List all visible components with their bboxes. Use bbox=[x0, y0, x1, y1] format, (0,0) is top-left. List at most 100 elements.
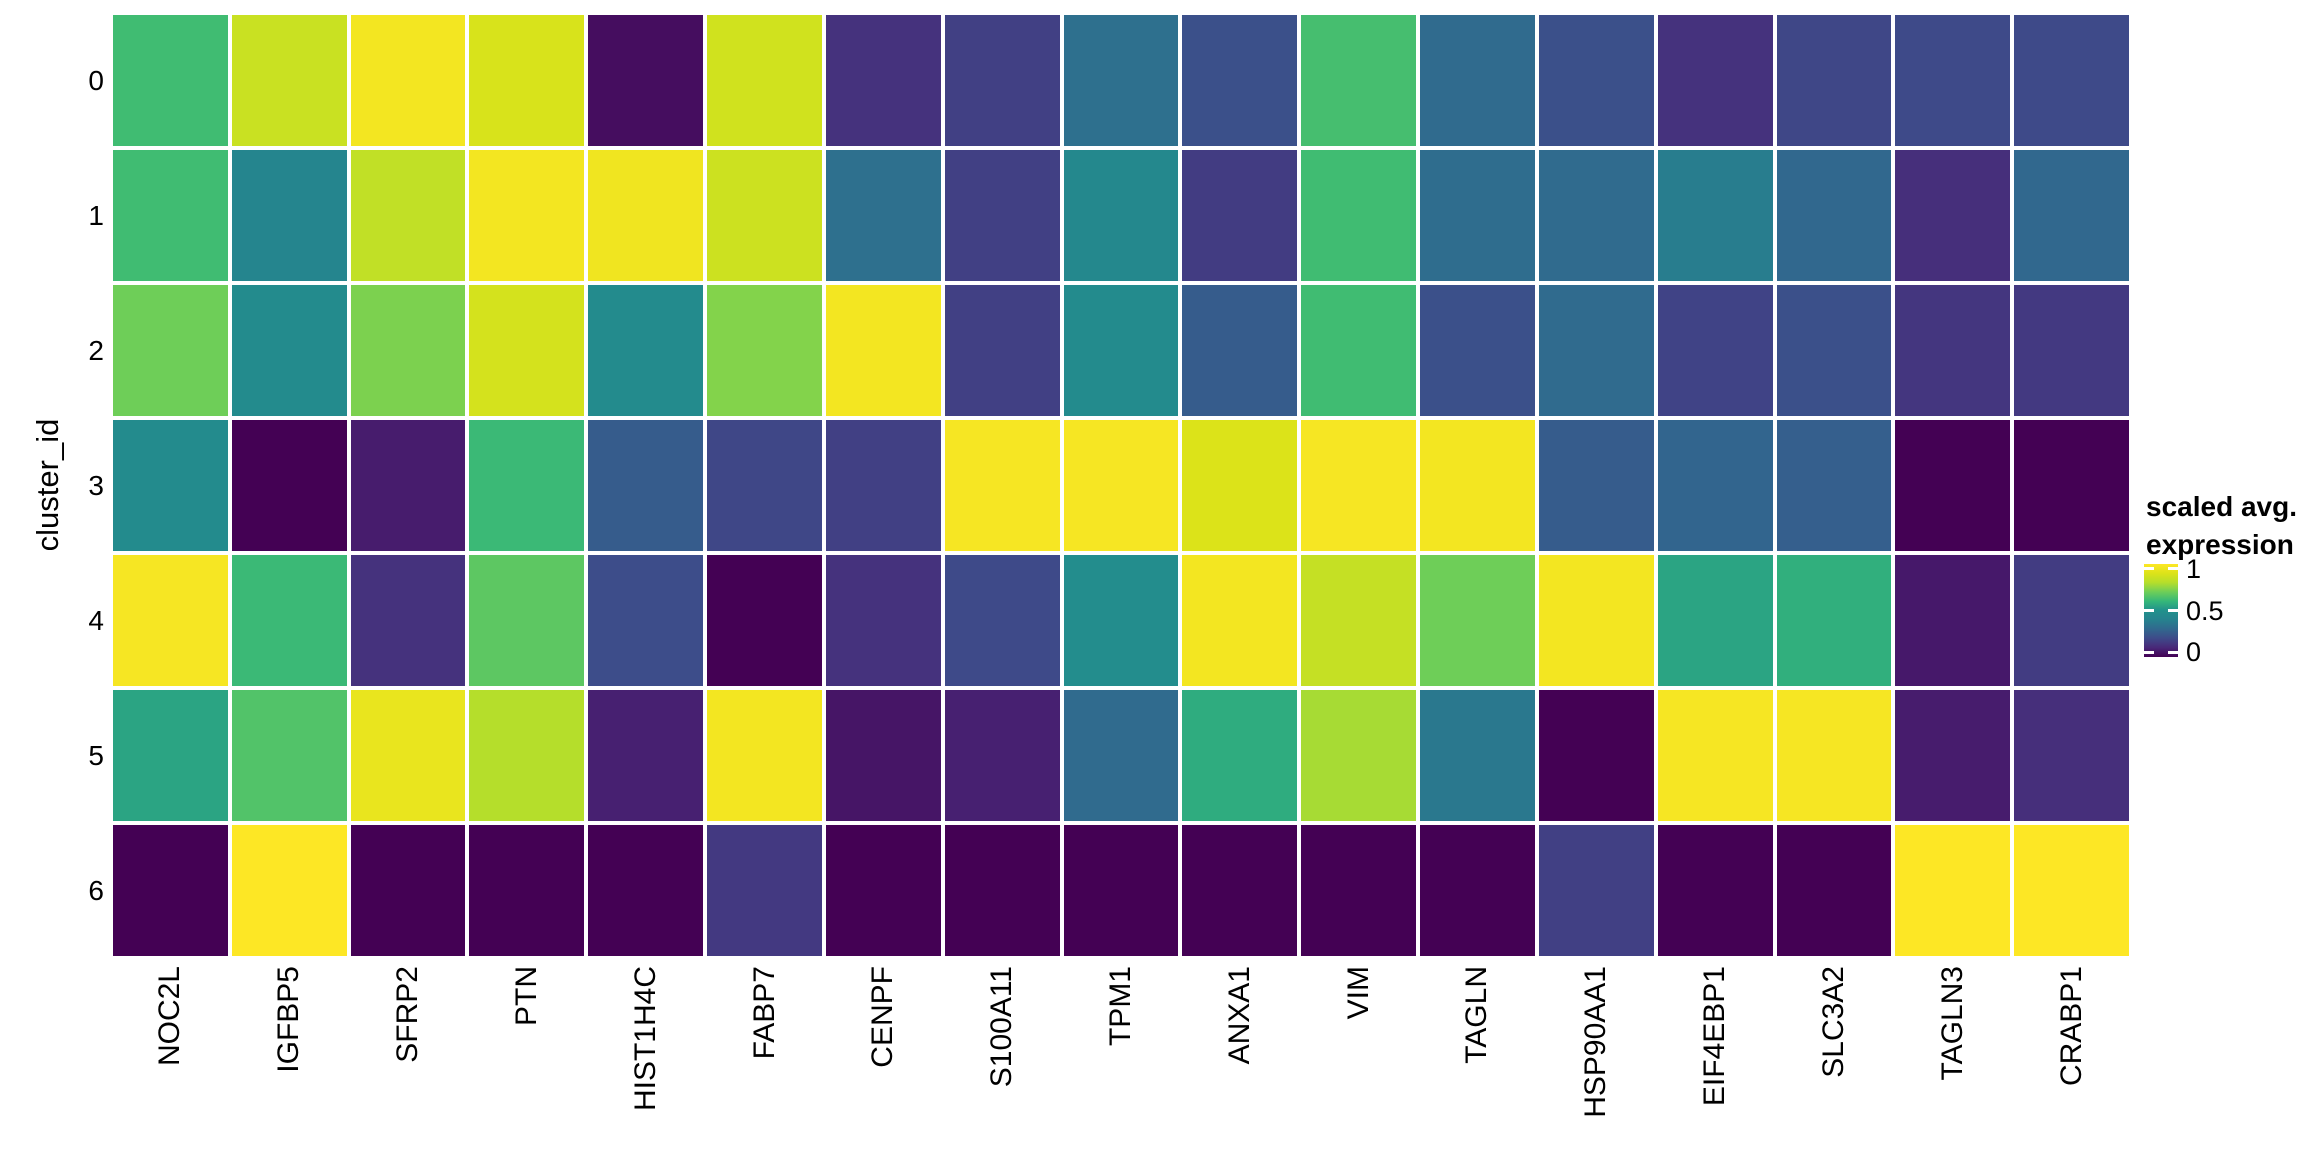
heatmap-cell bbox=[825, 690, 941, 821]
x-tick-label: SLC3A2 bbox=[1816, 966, 1850, 1078]
heatmap-cell bbox=[944, 825, 1060, 956]
heatmap-cell bbox=[1895, 15, 2011, 146]
heatmap-cell bbox=[1657, 420, 1773, 551]
heatmap-cell bbox=[825, 15, 941, 146]
heatmap-cell bbox=[944, 150, 1060, 281]
heatmap-cell bbox=[588, 825, 704, 956]
legend-tick-mark bbox=[2144, 609, 2154, 612]
heatmap-cell bbox=[1420, 420, 1535, 551]
heatmap-cell bbox=[825, 420, 941, 551]
heatmap-cell bbox=[588, 690, 704, 821]
heatmap-cell bbox=[1301, 420, 1417, 551]
y-tick-label: 1 bbox=[88, 199, 104, 231]
heatmap-cell bbox=[469, 15, 585, 146]
heatmap-cell bbox=[1063, 285, 1179, 416]
heatmap-cell bbox=[469, 285, 585, 416]
x-tick-label: TPM1 bbox=[1104, 966, 1137, 1047]
heatmap-cell bbox=[350, 555, 466, 686]
legend-tick-mark bbox=[2144, 650, 2154, 654]
heatmap-cell bbox=[1895, 555, 2011, 686]
heatmap-cell bbox=[1895, 150, 2011, 281]
heatmap-cell bbox=[1063, 690, 1179, 821]
heatmap-cell bbox=[113, 825, 228, 956]
heatmap-cell bbox=[1538, 555, 1654, 686]
legend-tick-label: 1 bbox=[2186, 553, 2202, 584]
heatmap-cell bbox=[113, 150, 228, 281]
heatmap-cell bbox=[1657, 690, 1773, 821]
y-tick-label: 4 bbox=[88, 604, 104, 636]
heatmap-cell bbox=[350, 150, 466, 281]
heatmap-cell bbox=[469, 150, 585, 281]
heatmap-cell bbox=[1420, 690, 1535, 821]
heatmap-cell bbox=[588, 420, 704, 551]
heatmap-cell bbox=[825, 555, 941, 686]
heatmap-cell bbox=[1182, 285, 1298, 416]
heatmap-cell bbox=[1538, 825, 1654, 956]
y-tick-label: 5 bbox=[88, 739, 104, 771]
legend-tick-mark bbox=[2168, 567, 2178, 571]
heatmap-cell bbox=[944, 285, 1060, 416]
x-tick-label: IGFBP5 bbox=[272, 966, 306, 1073]
heatmap-cell bbox=[825, 150, 941, 281]
heatmap-cell bbox=[707, 555, 822, 686]
heatmap-cell bbox=[944, 420, 1060, 551]
heatmap-cell bbox=[469, 420, 585, 551]
heatmap-cell bbox=[1895, 690, 2011, 821]
x-tick-label: HIST1H4C bbox=[628, 966, 662, 1112]
heatmap-cell bbox=[1301, 150, 1417, 281]
heatmap-cell bbox=[1657, 285, 1773, 416]
x-tick-label: S100A11 bbox=[985, 966, 1019, 1088]
heatmap-cell bbox=[707, 15, 822, 146]
heatmap-cell bbox=[350, 420, 466, 551]
legend-tick-mark bbox=[2168, 609, 2178, 612]
heatmap-cell bbox=[1420, 825, 1535, 956]
heatmap-cell bbox=[1420, 555, 1535, 686]
x-tick-label: PTN bbox=[509, 966, 543, 1026]
heatmap-cell bbox=[469, 690, 585, 821]
heatmap-cell bbox=[1538, 150, 1654, 281]
heatmap-cell bbox=[231, 15, 347, 146]
heatmap-cell bbox=[1420, 15, 1535, 146]
heatmap-cell bbox=[588, 150, 704, 281]
legend-title-line2: expression bbox=[2146, 529, 2294, 560]
x-tick-label: TAGLN bbox=[1460, 966, 1494, 1064]
heatmap-cell bbox=[1538, 285, 1654, 416]
heatmap-cell bbox=[1657, 15, 1773, 146]
heatmap-cell bbox=[588, 285, 704, 416]
heatmap-cell bbox=[944, 555, 1060, 686]
heatmap-cell bbox=[350, 15, 466, 146]
heatmap-cell bbox=[2014, 150, 2129, 281]
heatmap-cell bbox=[1657, 150, 1773, 281]
x-tick-label: SFRP2 bbox=[391, 966, 425, 1063]
heatmap-cell bbox=[1657, 825, 1773, 956]
heatmap-cell bbox=[1776, 555, 1892, 686]
heatmap-cell bbox=[113, 555, 228, 686]
heatmap-cell bbox=[825, 285, 941, 416]
heatmap-cell bbox=[1538, 690, 1654, 821]
heatmap-cell bbox=[1776, 825, 1892, 956]
heatmap-cell bbox=[469, 555, 585, 686]
heatmap-cell bbox=[2014, 15, 2129, 146]
heatmap-cell bbox=[1182, 150, 1298, 281]
x-tick-label: CENPF bbox=[866, 966, 900, 1068]
heatmap-cell bbox=[1538, 420, 1654, 551]
heatmap-cell bbox=[469, 825, 585, 956]
legend-tick-label: 0 bbox=[2186, 637, 2202, 668]
heatmap-cell bbox=[350, 825, 466, 956]
heatmap-cell bbox=[2014, 690, 2129, 821]
heatmap-cell bbox=[1182, 690, 1298, 821]
y-tick-label: 6 bbox=[88, 874, 104, 906]
heatmap-cell bbox=[231, 555, 347, 686]
heatmap-cell bbox=[1063, 825, 1179, 956]
heatmap-cell bbox=[1776, 690, 1892, 821]
heatmap-cell bbox=[1420, 285, 1535, 416]
x-tick-label: VIM bbox=[1341, 966, 1375, 1020]
heatmap-cell bbox=[1063, 15, 1179, 146]
y-tick-label: 0 bbox=[88, 64, 104, 96]
y-tick-label: 3 bbox=[88, 469, 104, 501]
heatmap-cell bbox=[2014, 285, 2129, 416]
legend-title: scaled avg. expression bbox=[2146, 488, 2297, 564]
heatmap-cell bbox=[1063, 150, 1179, 281]
heatmap-cell bbox=[1182, 825, 1298, 956]
heatmap-cell bbox=[707, 150, 822, 281]
